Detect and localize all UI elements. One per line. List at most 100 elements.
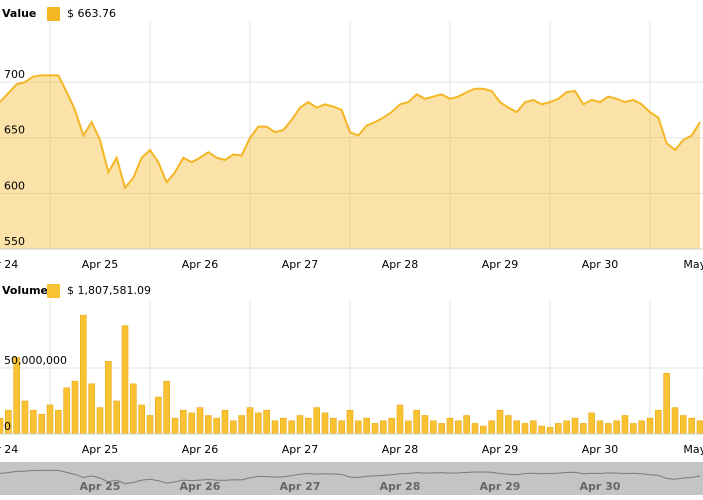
bar [446,417,454,435]
bar [121,325,129,435]
bar [430,420,437,435]
bar [655,409,662,435]
bar [346,409,354,435]
legend-value: $ 1,807,581.09 [67,284,151,297]
bar [538,425,545,435]
x-tick-label: Apr 26 [182,443,219,456]
bar [596,420,604,435]
bar [471,423,479,435]
bar [313,407,320,435]
x-tick-label: Apr 27 [282,443,319,456]
bar [505,415,512,435]
bar [646,417,654,435]
bar [221,409,229,435]
bar [388,417,395,435]
bar [55,409,62,435]
bar [230,420,237,435]
bar [255,412,262,435]
bar [96,407,104,435]
bar [63,387,70,435]
x-tick-label: Apr 28 [382,443,419,456]
bar [163,380,170,435]
bar [21,400,29,435]
area [0,75,700,249]
navigator [0,462,703,495]
bar [588,412,595,435]
bar [113,400,120,435]
bar [296,415,304,435]
navigator-label: Apr 28 [380,480,421,493]
bar [71,380,79,435]
y-tick-label: 600 [4,179,25,192]
x-tick-label: Apr 25 [82,258,119,271]
bar [413,409,420,435]
bar [246,407,254,435]
bar [696,420,703,435]
bar [88,383,95,435]
bar [305,417,312,435]
y-tick-label: 550 [4,235,25,248]
bar [138,404,145,435]
y-tick-label: 0 [4,420,11,433]
bar [271,420,279,435]
bar [613,420,620,435]
navigator-label: Apr 30 [580,480,621,493]
bar [638,420,645,435]
line [0,74,701,190]
bar [371,423,379,435]
bar [563,420,570,435]
bar [571,417,579,435]
bar [455,420,462,435]
y-tick-label: 700 [4,68,25,81]
x-tick-label: Apr 27 [282,258,319,271]
bar [480,425,487,435]
bar [321,412,329,435]
bar [496,409,504,435]
bar [288,420,295,435]
bar [555,423,562,435]
bar [621,415,629,435]
bar [605,423,612,435]
bar [580,423,587,435]
bar [105,361,112,435]
navigator-label: Apr 26 [180,480,221,493]
bar [180,409,187,435]
bar [330,417,337,435]
bar [546,427,554,435]
y-tick-label: 50,000,000 [4,354,67,367]
x-tick-label: Apr 28 [382,258,419,271]
x-tick-label: Apr 29 [482,443,519,456]
legend-name: Volume [2,284,48,297]
bar [463,415,470,435]
bar [205,415,212,435]
bar [380,420,387,435]
bar [438,423,445,435]
bar [680,415,687,435]
legend-swatch [47,284,60,298]
bar [488,420,495,435]
x-tick-label: Apr 24 [0,443,18,456]
bar [355,420,362,435]
navigator-label: Apr 27 [280,480,321,493]
bar [630,423,637,435]
bar [238,415,245,435]
bar [0,417,4,435]
bar [188,412,195,435]
bar [171,417,179,435]
x-tick-label: Apr 24 [0,258,18,271]
x-tick-label: Apr 30 [582,443,619,456]
legend-swatch [47,7,60,21]
y-tick-label: 650 [4,124,25,137]
bar [530,420,537,435]
x-tick-label: Apr 30 [582,258,619,271]
bar [421,415,429,435]
bar [513,420,520,435]
navigator-label: Apr 25 [80,480,121,493]
legend-name: Value [2,7,36,20]
bar [146,415,154,435]
bar [13,357,20,435]
bar [130,383,137,435]
bar [280,417,287,435]
